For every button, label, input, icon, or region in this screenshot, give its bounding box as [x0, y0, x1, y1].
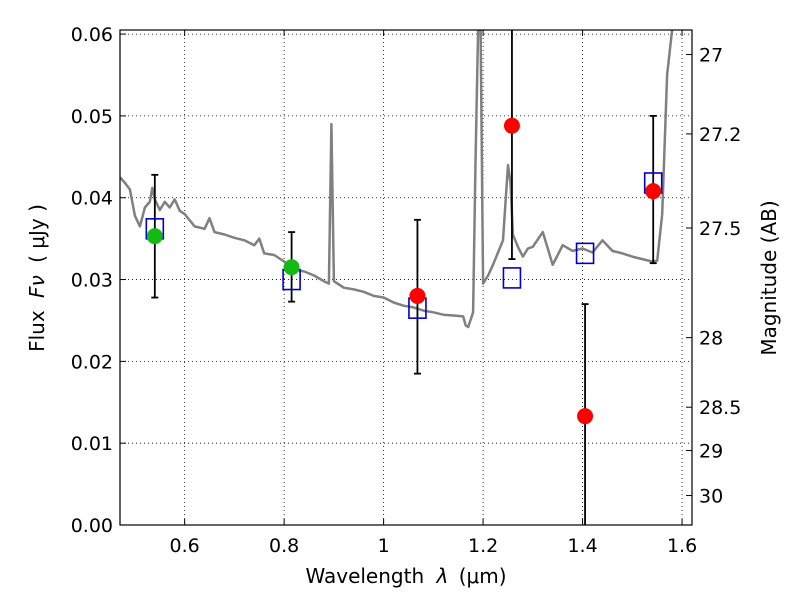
y2-tick-label: 27 — [699, 45, 723, 67]
x-tick-label: 1.2 — [468, 535, 498, 557]
y2-tick-label: 28.5 — [699, 397, 741, 419]
y-tick-label: 0.06 — [71, 24, 113, 46]
green-data-point — [146, 228, 163, 245]
x-tick-label: 0.8 — [269, 535, 299, 557]
grid — [120, 30, 692, 525]
y-tick-label: 0.03 — [71, 270, 113, 292]
y-axis-label: Flux Fν ( μJy ) — [25, 204, 49, 352]
x-tick-label: 1.6 — [667, 535, 697, 557]
y-tick-label: 0.01 — [71, 433, 113, 455]
y-tick-label: 0.02 — [71, 351, 113, 373]
ticks — [120, 30, 692, 526]
y2-tick-label: 28 — [699, 328, 723, 350]
red-data-point — [503, 117, 520, 134]
red-data-point — [409, 287, 426, 304]
x-tick-label: 1.4 — [567, 535, 597, 557]
red-data-point — [645, 183, 662, 200]
x-axis-label: Wavelength λ (μm) — [305, 564, 506, 588]
y2-tick-label: 30 — [699, 486, 723, 508]
model-sed-line — [120, 30, 674, 329]
y-tick-label: 0.05 — [71, 106, 113, 128]
y2-tick-label: 29 — [699, 441, 723, 463]
green-data-point — [283, 259, 300, 276]
red-data-point — [577, 408, 594, 425]
x-tick-label: 0.6 — [170, 535, 200, 557]
x-tick-label: 1 — [378, 535, 390, 557]
labels: 0.6 0.8 1 1.2 1.4 1.6 0.00 0.01 0.02 0.03 0.04 0.05… — [71, 24, 742, 557]
y-tick-label: 0.04 — [71, 188, 113, 210]
y2-tick-label: 27.2 — [699, 124, 741, 146]
plot-frame — [119, 29, 693, 526]
model-photometry-square — [575, 242, 595, 265]
y2-tick-label: 27.5 — [699, 218, 741, 240]
series — [120, 30, 674, 525]
y-tick-label: 0.00 — [71, 515, 113, 537]
y2-axis-label: Magnitude (AB) — [757, 200, 781, 355]
model-photometry-square — [502, 267, 522, 289]
